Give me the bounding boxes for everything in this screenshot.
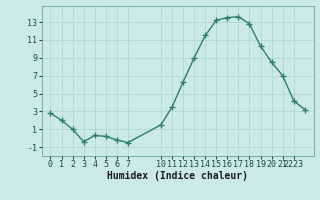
X-axis label: Humidex (Indice chaleur): Humidex (Indice chaleur) (107, 171, 248, 181)
